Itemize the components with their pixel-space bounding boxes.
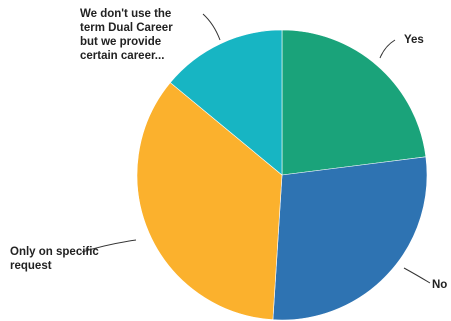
label-only-on-request-line-2: request (10, 260, 52, 272)
label-yes-line: Yes (404, 34, 424, 46)
leader-line-only-on-request (81, 239, 137, 253)
pie-slices (136, 29, 428, 321)
pie-slice-yes (281, 29, 427, 176)
leader-line-yes (379, 39, 396, 59)
label-yes: Yes (404, 34, 424, 46)
label-no: No (432, 279, 447, 291)
label-no-line: No (432, 279, 447, 291)
label-dont-use-term-line-1: We don't use the (80, 8, 171, 20)
leader-line-dont-use-term (202, 13, 221, 41)
pie-slice-only-on-request (136, 82, 283, 321)
label-only-on-request-line-1: Only on specific (10, 246, 99, 258)
label-only-on-request: Only on specific request (10, 246, 102, 272)
leader-line-no (403, 267, 431, 284)
label-dont-use-term-line-2: term Dual Career (80, 22, 173, 34)
pie-slice-no (272, 156, 428, 321)
label-dont-use-term-line-4: certain career... (80, 50, 164, 62)
label-dont-use-term-line-3: but we provide (80, 36, 161, 48)
label-dont-use-term: We don't use the term Dual Career but we… (80, 8, 176, 62)
pie-slice-dont-use-term (169, 29, 283, 176)
